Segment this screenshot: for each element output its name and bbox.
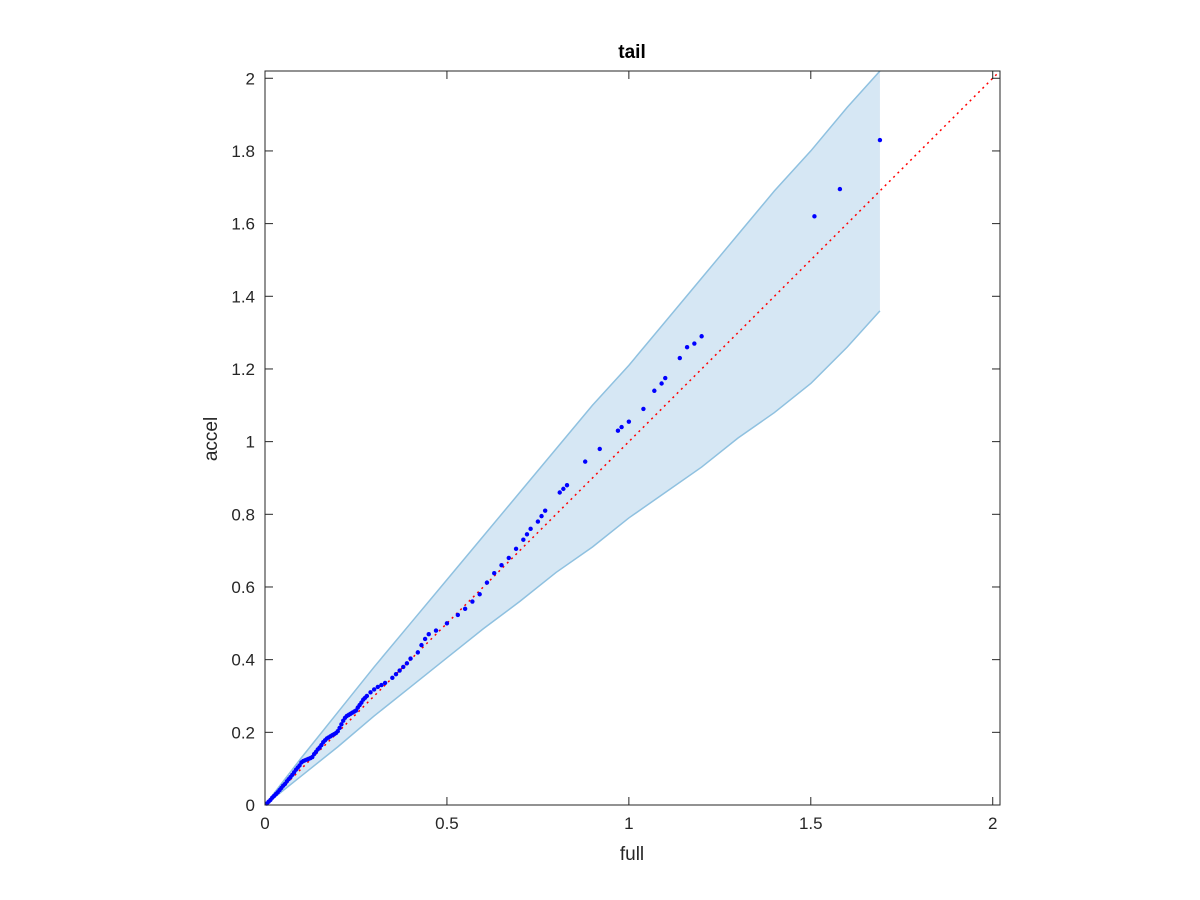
data-point [564, 483, 570, 488]
data-point [462, 606, 468, 611]
x-tick-label: 0 [260, 814, 269, 833]
data-point [335, 729, 340, 734]
x-tick-label: 1.5 [799, 814, 823, 833]
data-point [382, 680, 388, 686]
data-point [524, 532, 530, 537]
data-point [692, 341, 697, 346]
reference-line [264, 70, 1001, 806]
data-point [371, 687, 377, 692]
data-point [339, 722, 344, 727]
y-tick-label: 1.2 [231, 360, 255, 379]
data-point [539, 513, 544, 519]
data-point [408, 656, 413, 661]
data-point [659, 381, 664, 386]
band-lower-edge [264, 310, 881, 806]
data-point [422, 636, 428, 642]
data-point [404, 661, 410, 666]
data-point [337, 725, 342, 731]
x-tick-label: 2 [988, 814, 997, 833]
data-point [375, 684, 380, 690]
y-tick-label: 1.8 [231, 142, 255, 161]
data-point [557, 490, 562, 495]
data-point [364, 693, 370, 699]
data-point [390, 675, 395, 681]
data-point [470, 599, 475, 604]
data-point [652, 388, 657, 393]
plot-area: 0 0.5 1 1.5 2 0 0.2 0.4 0.6 0.8 1 1.2 1.4 1.6 1.8 2 [231, 69, 1001, 833]
data-point [535, 519, 541, 524]
data-point [677, 355, 683, 361]
data-point [542, 508, 548, 513]
data-point [513, 546, 519, 552]
x-tick-label: 0.5 [435, 814, 459, 833]
y-tick-label: 0.8 [231, 505, 255, 524]
x-tick-label: 1 [624, 814, 633, 833]
x-axis-label: full [620, 844, 644, 865]
data-point [506, 555, 511, 561]
data-point [455, 612, 461, 618]
data-point [477, 592, 482, 597]
data-point [837, 186, 843, 192]
y-tick-label: 1.4 [231, 287, 255, 306]
data-point [626, 419, 632, 424]
data-point [484, 580, 490, 585]
data-point [812, 214, 817, 219]
data-point [401, 664, 406, 670]
data-point [426, 632, 431, 637]
data-point [663, 375, 668, 381]
y-tick-label: 0.4 [231, 651, 255, 670]
chart-title: tail [618, 42, 645, 63]
y-tick-label: 1.6 [231, 215, 255, 234]
confidence-band [265, 71, 880, 805]
data-point [444, 621, 450, 626]
data-point [561, 486, 566, 492]
data-point [641, 406, 646, 412]
data-point [521, 537, 526, 542]
data-point [397, 668, 402, 673]
data-point [528, 526, 533, 532]
data-point [877, 137, 883, 143]
y-tick-label: 1 [246, 433, 255, 452]
data-point [379, 682, 384, 688]
axes-box [264, 70, 1001, 806]
data-point [492, 570, 497, 576]
y-tick-label: 0.2 [231, 723, 255, 742]
data-point [419, 642, 424, 648]
y-tick-label: 2 [246, 69, 255, 88]
data-point [615, 428, 621, 433]
data-point [684, 344, 690, 350]
data-point [582, 459, 588, 464]
y-tick-label: 0 [246, 796, 255, 815]
y-axis-label: accel [201, 417, 222, 461]
data-point [415, 650, 421, 655]
data-point [619, 424, 624, 430]
data-point [433, 628, 439, 633]
data-point [499, 562, 504, 568]
data-point [699, 334, 704, 339]
data-point [393, 671, 399, 677]
y-tick-label: 0.6 [231, 578, 255, 597]
band-upper-edge [264, 70, 881, 806]
data-point [368, 690, 373, 695]
data-point [597, 446, 602, 452]
